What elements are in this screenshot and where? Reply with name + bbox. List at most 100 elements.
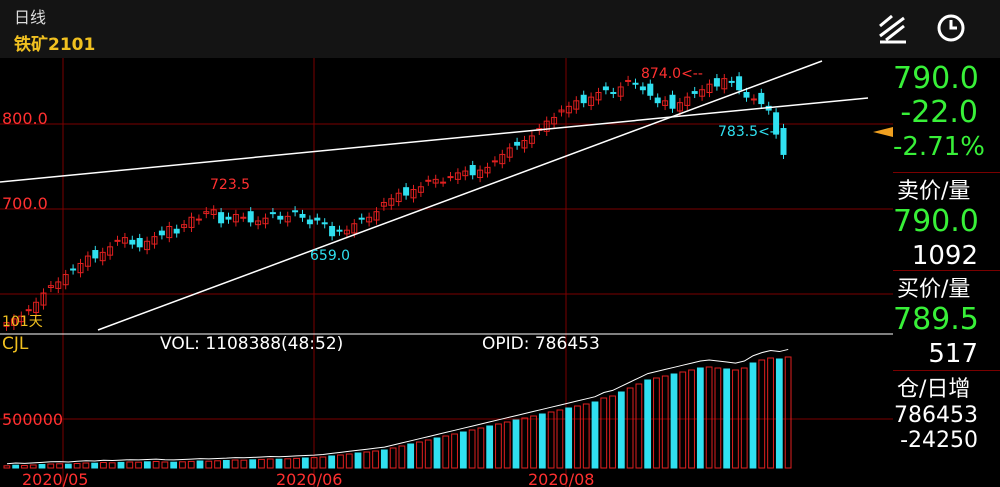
volume-bar xyxy=(301,457,309,469)
candle-body xyxy=(358,217,365,220)
volume-bar xyxy=(143,461,151,469)
volume-bar xyxy=(705,366,713,469)
candle-body xyxy=(40,292,47,306)
candle-body xyxy=(306,219,313,225)
oi-change: -24250 xyxy=(900,428,978,453)
candle-body xyxy=(321,222,328,225)
candle-body xyxy=(25,309,32,312)
volume-bar xyxy=(187,460,195,469)
volume-bar xyxy=(688,369,695,469)
candle-body xyxy=(10,318,17,326)
candle-body xyxy=(314,217,321,221)
candle-body xyxy=(151,236,158,245)
candle-body xyxy=(743,91,750,98)
candle-body xyxy=(403,187,410,196)
volume-bar xyxy=(73,463,81,469)
last-price: 790.0 xyxy=(893,61,979,96)
candle-body xyxy=(625,79,632,82)
annotation-mid: 723.5 xyxy=(210,177,250,193)
candle-body xyxy=(773,112,780,135)
volume-bar xyxy=(196,460,204,469)
indicator-name[interactable]: CJL xyxy=(2,334,29,354)
volume-bar xyxy=(617,391,625,469)
symbol-label[interactable]: 铁矿2101 xyxy=(14,35,96,55)
volume-bar xyxy=(670,373,678,469)
volume-bar xyxy=(521,417,529,469)
candle-body xyxy=(662,100,669,106)
candle-body xyxy=(580,94,587,104)
candle-body xyxy=(728,80,735,83)
volume-bar xyxy=(635,383,643,469)
candle-body xyxy=(506,147,513,158)
candle-body xyxy=(454,172,461,180)
volume-bar xyxy=(644,379,652,469)
period-label[interactable]: 日线 xyxy=(14,8,47,27)
kline-chart[interactable]: 800.0 700.0 500000 101天 874.0<-- 723.5 6… xyxy=(0,58,893,487)
ask-volume: 1092 xyxy=(911,241,978,271)
date-label: 2020/05 xyxy=(22,470,88,487)
volume-bar xyxy=(407,443,415,469)
candle-body xyxy=(262,217,269,225)
candle-body xyxy=(195,218,202,221)
ask-panel: 卖价/量 790.0 1092 xyxy=(893,172,1000,273)
volume-bar xyxy=(679,371,687,469)
candle-body xyxy=(380,201,387,207)
volume-bar xyxy=(468,429,476,469)
candle-body xyxy=(676,102,683,112)
volume-bars xyxy=(3,356,792,469)
candle-body xyxy=(218,212,225,224)
candle-body xyxy=(299,213,306,218)
volume-bar xyxy=(240,459,248,469)
volume-bar xyxy=(21,465,28,469)
days-label: 101天 xyxy=(2,314,43,330)
volume-bar xyxy=(477,427,485,469)
candle-body xyxy=(417,186,424,193)
candle-body xyxy=(210,209,217,215)
candle-body xyxy=(440,181,447,184)
oi-value: 786453 xyxy=(894,403,978,428)
volume-bar xyxy=(600,397,608,469)
volume-bar xyxy=(205,460,213,469)
candle-body xyxy=(366,216,373,223)
volume-bar xyxy=(231,459,239,469)
volume-bar xyxy=(495,423,502,469)
candle-body xyxy=(292,210,299,213)
volume-bar xyxy=(284,458,292,469)
candle-body xyxy=(654,97,661,104)
price-marker-icon xyxy=(873,127,893,137)
volume-bar xyxy=(538,413,546,469)
candle-body xyxy=(528,135,535,144)
volume-bar xyxy=(547,411,555,469)
volume-bar xyxy=(661,375,669,469)
volume-readout: VOL: 1108388(48:52) xyxy=(160,334,344,354)
volume-bar xyxy=(319,456,327,469)
volume-bar xyxy=(266,458,274,469)
clock-icon[interactable] xyxy=(934,12,968,44)
annotation-low: 659.0 xyxy=(310,248,350,264)
volume-bar xyxy=(389,447,397,469)
volume-bar xyxy=(170,461,178,469)
candle-body xyxy=(247,211,254,223)
candle-body xyxy=(462,170,469,177)
bid-price: 789.5 xyxy=(893,302,979,337)
volume-bar xyxy=(135,461,142,469)
volume-bar xyxy=(293,457,300,469)
candle-body xyxy=(425,179,432,182)
volume-bar xyxy=(380,449,388,469)
bid-label: 买价/量 xyxy=(897,277,971,302)
candle-body xyxy=(491,160,498,163)
axis-label-800: 800.0 xyxy=(2,109,48,128)
candle-body xyxy=(351,223,358,234)
candle-body xyxy=(173,228,180,234)
volume-bar xyxy=(214,460,221,469)
volume-bar xyxy=(56,463,63,469)
candle-body xyxy=(558,109,565,113)
volume-bar xyxy=(354,452,362,469)
volume-bar xyxy=(179,461,186,469)
oi-label: 仓/日增 xyxy=(897,377,971,402)
draw-line-icon[interactable] xyxy=(876,12,910,44)
candle-body xyxy=(329,225,336,237)
axis-label-500000: 500000 xyxy=(2,410,63,429)
candle-body xyxy=(432,178,439,184)
volume-bar xyxy=(126,461,134,469)
